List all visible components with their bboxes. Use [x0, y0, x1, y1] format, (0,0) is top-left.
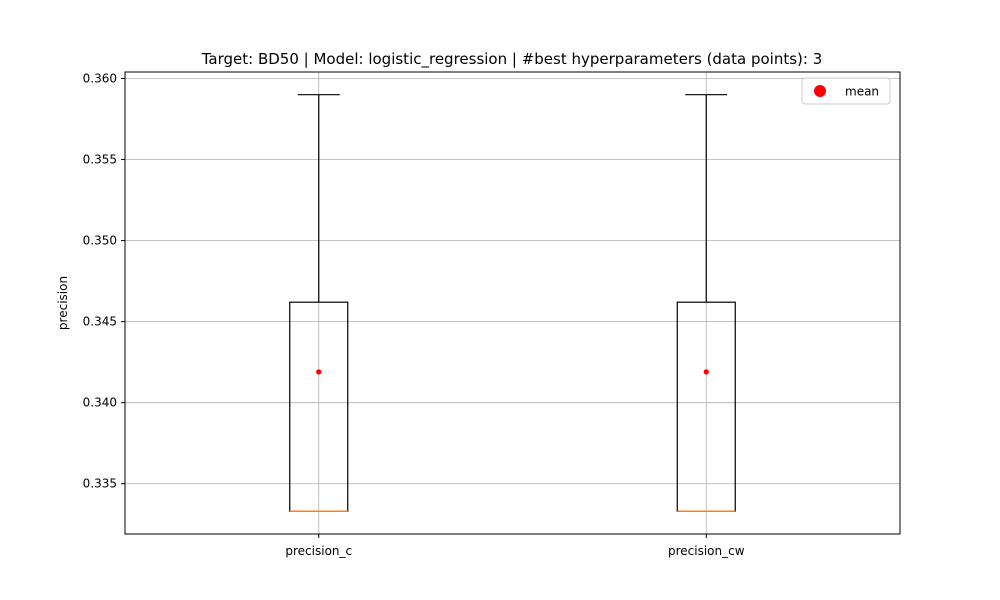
y-axis: 0.335 0.340 0.345 0.350 0.355 0.360 — [83, 71, 125, 491]
y-tick-label: 0.345 — [83, 315, 117, 329]
mean-marker — [703, 369, 709, 375]
legend-frame — [801, 77, 891, 105]
y-tick-label: 0.360 — [83, 71, 117, 85]
y-tick-label: 0.350 — [83, 234, 117, 248]
x-axis: precision_c precision_cw — [285, 534, 745, 558]
legend: mean — [801, 77, 891, 105]
boxplot-precision_c — [289, 94, 349, 513]
plot-area-frame — [124, 71, 901, 535]
legend-marker-mean — [814, 85, 826, 97]
x-tick-label: precision_c — [285, 544, 352, 558]
grid — [125, 72, 900, 534]
y-tick-label: 0.335 — [83, 477, 117, 491]
chart-title: Target: BD50 | Model: logistic_regressio… — [201, 50, 823, 69]
y-axis-label: precision — [56, 276, 70, 330]
x-tick-label: precision_cw — [668, 544, 745, 558]
y-tick-label: 0.340 — [83, 396, 117, 410]
boxplot-series — [289, 94, 736, 513]
boxplot-precision_cw — [676, 94, 736, 513]
y-tick-label: 0.355 — [83, 153, 117, 167]
legend-label: mean — [845, 85, 879, 99]
mean-marker — [316, 369, 322, 375]
